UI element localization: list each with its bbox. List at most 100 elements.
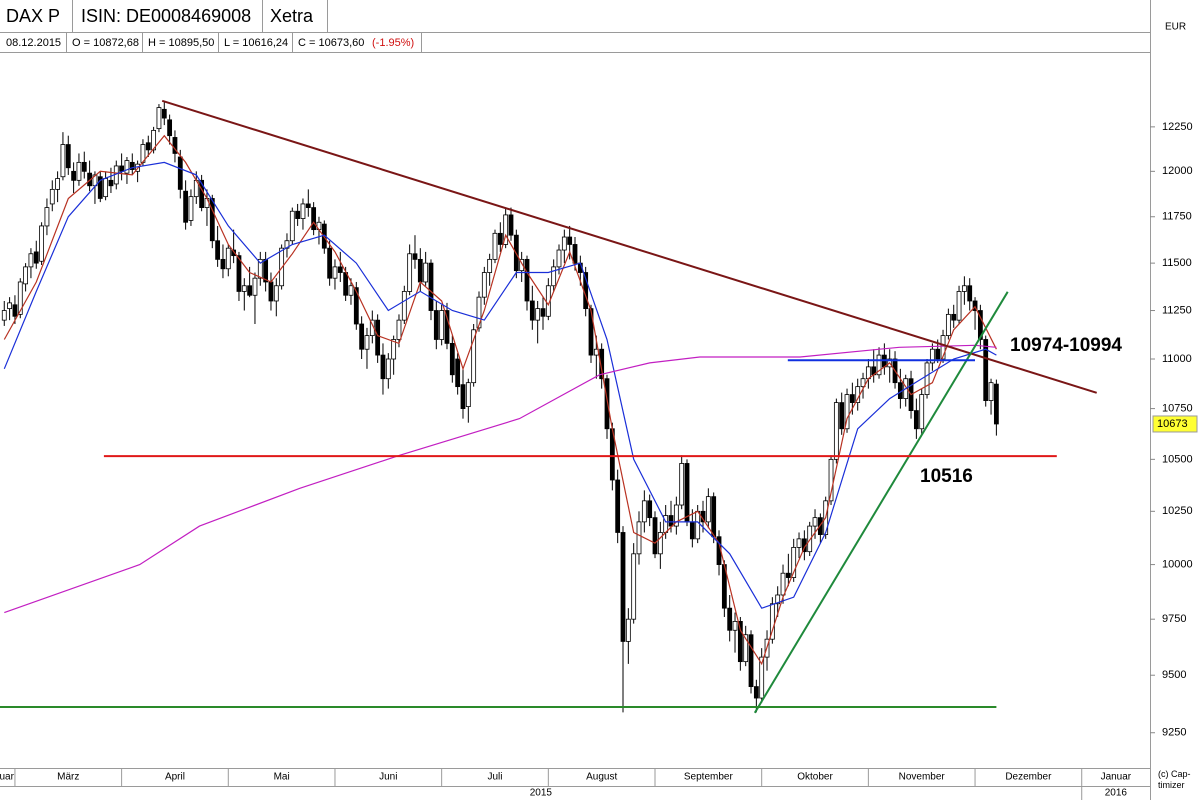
x-tick-label: September — [684, 772, 734, 783]
candle-body — [273, 285, 279, 302]
x-tick-label: Februar — [0, 772, 15, 783]
candle-body — [252, 277, 258, 296]
last-price-label: 10673 — [1157, 418, 1188, 430]
candle-body — [993, 383, 999, 425]
candle-body — [1, 310, 7, 321]
candle-body — [951, 313, 957, 321]
candle-body — [49, 188, 55, 205]
candle-body — [844, 394, 850, 430]
credit: (c) Cap-timizer — [1158, 769, 1191, 790]
candle-body — [289, 210, 295, 242]
candle-body — [60, 144, 66, 178]
y-tick-label: 9750 — [1162, 613, 1186, 625]
y-tick-label: 11750 — [1162, 211, 1192, 223]
candle-body — [364, 335, 370, 350]
candle-body — [540, 308, 546, 317]
candle-body — [652, 517, 658, 555]
candle-body — [108, 179, 114, 187]
candle-body — [343, 272, 349, 296]
candle-body — [103, 178, 109, 198]
candle-body — [71, 170, 77, 181]
candle-body — [732, 621, 738, 631]
candle-body — [940, 335, 946, 360]
moving-average — [3, 161, 997, 609]
y-tick-label: 11250 — [1162, 304, 1192, 316]
candle-body — [977, 310, 983, 340]
candle-body — [796, 538, 802, 548]
candle-body — [919, 394, 925, 430]
candle-body — [929, 348, 935, 364]
candle-body — [247, 285, 253, 296]
candle-body — [657, 532, 663, 555]
candle-body — [508, 214, 514, 236]
x-tick-label: November — [899, 772, 946, 783]
candle-body — [460, 384, 466, 409]
candle-body — [727, 607, 733, 631]
candle-body — [401, 291, 407, 321]
candle-body — [348, 285, 354, 296]
y-tick-label: 10250 — [1162, 505, 1193, 517]
candle-body — [215, 240, 221, 260]
candle-body — [391, 339, 397, 360]
moving-average — [4, 344, 997, 614]
candle-body — [839, 402, 845, 430]
candle-body — [711, 496, 717, 538]
candle-body — [988, 382, 994, 401]
x-tick-label: Dezember — [1005, 772, 1052, 783]
candle-body — [695, 510, 701, 540]
candle-body — [705, 496, 711, 523]
candle-body — [332, 266, 338, 279]
candle-body — [625, 618, 631, 642]
candle-body — [503, 214, 509, 245]
candle-body — [172, 137, 178, 154]
annotation: 10974-10994 — [1010, 335, 1122, 356]
candle-body — [311, 207, 317, 231]
candle-body — [417, 258, 423, 283]
candle-body — [641, 500, 647, 523]
candle-body — [748, 634, 754, 687]
candle-body — [497, 232, 503, 245]
year-label: 2015 — [530, 788, 553, 799]
candle-body — [828, 458, 834, 502]
candle-body — [161, 108, 167, 119]
candle-body — [983, 339, 989, 401]
candle-body — [17, 281, 23, 315]
candle-body — [380, 354, 386, 380]
candle-body — [481, 272, 487, 298]
candle-body — [961, 285, 967, 292]
x-tick-label: Juli — [487, 772, 502, 783]
candle-body — [769, 603, 775, 640]
y-tick-label: 10750 — [1162, 403, 1193, 415]
credit-box: (c) Cap-timizer — [1158, 769, 1191, 790]
candle-body — [444, 310, 450, 344]
candle-body — [423, 262, 429, 283]
candle-body — [12, 304, 18, 317]
candle-body — [455, 358, 461, 388]
candle-body — [359, 323, 365, 350]
candle-body — [620, 532, 626, 642]
candle-body — [257, 258, 263, 279]
candle-body — [300, 203, 306, 219]
candle-body — [97, 176, 103, 199]
candle-body — [65, 144, 71, 169]
candle-body — [561, 236, 567, 251]
candle-body — [849, 394, 855, 403]
candle-body — [817, 517, 823, 535]
x-tick-label: Mai — [274, 772, 290, 783]
candle-body — [679, 463, 685, 506]
candle-body — [209, 198, 215, 242]
candle-body — [807, 525, 813, 553]
candle-body — [39, 225, 45, 262]
candle-body — [684, 463, 690, 523]
x-tick-label: März — [57, 772, 79, 783]
last-price-tag — [1152, 415, 1198, 433]
candle-body — [647, 500, 653, 519]
candle-body — [124, 160, 130, 174]
y-tick-label: 12250 — [1162, 121, 1193, 133]
y-axis: 9250 9500 9750 10000 10250 10500 10750 11000 112… — [1150, 121, 1198, 739]
y-tick-label: 10500 — [1162, 453, 1193, 465]
candle-body — [935, 348, 941, 360]
